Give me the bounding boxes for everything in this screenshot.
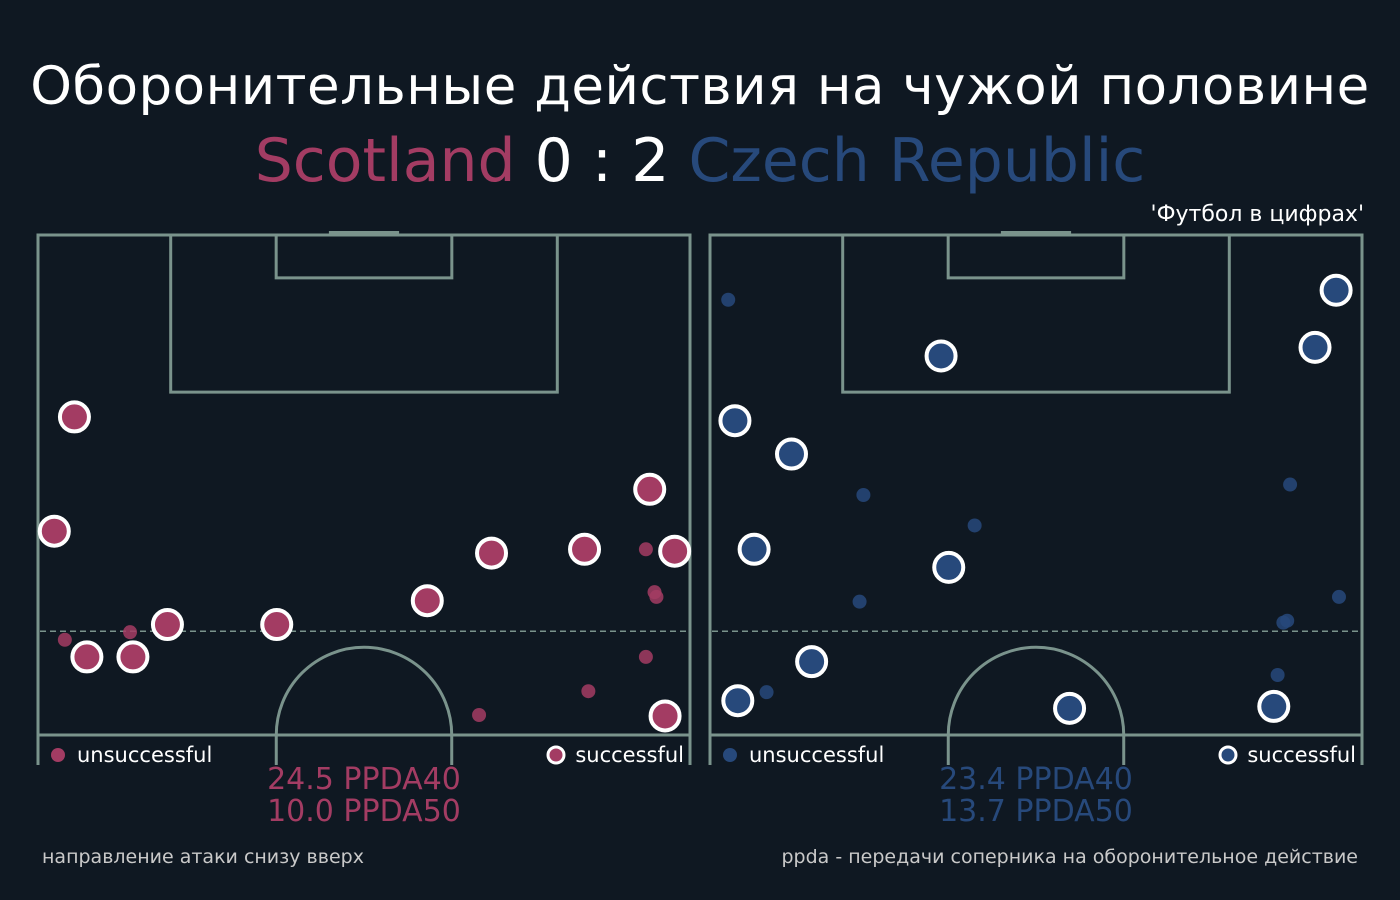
penalty-area-line bbox=[841, 235, 1231, 394]
unsuccessful-action-point bbox=[759, 685, 774, 700]
pitch-scotland: unsuccessful successful bbox=[36, 231, 692, 767]
goal-area-line bbox=[274, 235, 454, 280]
successful-action-point bbox=[775, 437, 808, 471]
goal-line bbox=[328, 231, 400, 235]
successful-action-point bbox=[70, 640, 104, 674]
successful-action-point bbox=[924, 339, 958, 373]
successful-action-point bbox=[37, 514, 71, 548]
ppda40-value: 23.4 PPDA40 bbox=[939, 762, 1133, 797]
unsuccessful-action-point bbox=[856, 488, 871, 502]
successful-action-point bbox=[1053, 691, 1087, 725]
successful-action-point bbox=[1257, 689, 1291, 723]
unsuccessful-action-point bbox=[1276, 615, 1291, 630]
unsuccessful-action-point bbox=[123, 625, 138, 640]
unsuccessful-action-point bbox=[1270, 668, 1285, 682]
successful-action-point bbox=[721, 684, 755, 718]
ppda-panel-czech-republic: 23.4 PPDA40 13.7 PPDA50 bbox=[710, 764, 1362, 828]
unsuccessful-action-point bbox=[1283, 477, 1298, 492]
ppda50-value: 13.7 PPDA50 bbox=[939, 794, 1133, 829]
successful-action-point bbox=[57, 400, 91, 434]
home-team-name: Scotland bbox=[254, 126, 516, 196]
goal-area-line bbox=[946, 235, 1126, 280]
successful-action-point bbox=[795, 645, 829, 679]
successful-action-point bbox=[260, 608, 294, 642]
ppda-panel-scotland: 24.5 PPDA40 10.0 PPDA50 bbox=[38, 764, 690, 828]
successful-action-point bbox=[718, 404, 752, 438]
successful-action-point bbox=[1298, 330, 1332, 364]
successful-action-point bbox=[658, 534, 692, 568]
match-score-line: Scotland 0 : 2 Czech Republic bbox=[0, 126, 1400, 196]
legend-successful-marker bbox=[546, 745, 566, 765]
legend-unsuccessful-label: unsuccessful bbox=[749, 743, 884, 767]
unsuccessful-action-point bbox=[472, 708, 487, 722]
unsuccessful-action-point bbox=[57, 632, 72, 647]
successful-action-point bbox=[633, 472, 667, 506]
successful-action-point bbox=[116, 640, 150, 674]
legend-unsuccessful-marker bbox=[51, 748, 65, 762]
unsuccessful-action-point bbox=[649, 589, 664, 604]
legend-successful-label: successful bbox=[575, 743, 684, 767]
pitch-boundary-line bbox=[708, 233, 1364, 765]
unsuccessful-action-point bbox=[581, 684, 596, 699]
source-credit: 'Футбол в цифрах' bbox=[1150, 202, 1364, 227]
successful-action-point bbox=[475, 536, 509, 570]
goal-line bbox=[1000, 231, 1072, 235]
match-score: 0 : 2 bbox=[534, 126, 670, 196]
away-team-name: Czech Republic bbox=[688, 126, 1146, 196]
successful-action-point bbox=[932, 550, 966, 584]
legend-unsuccessful-marker bbox=[723, 748, 737, 762]
unsuccessful-action-point bbox=[721, 292, 736, 307]
attack-direction-note: направление атаки снизу вверх bbox=[42, 846, 364, 868]
centre-circle-line bbox=[946, 646, 1126, 765]
unsuccessful-action-point bbox=[638, 649, 653, 664]
ppda50-value: 10.0 PPDA50 bbox=[267, 794, 461, 829]
penalty-area-line bbox=[169, 235, 559, 394]
successful-action-point bbox=[648, 699, 682, 733]
successful-action-point bbox=[568, 532, 602, 566]
centre-circle-line bbox=[274, 646, 454, 765]
ppda-definition-note: ppda - передачи соперника на оборонитель… bbox=[781, 846, 1358, 868]
unsuccessful-action-point bbox=[1331, 589, 1346, 604]
successful-action-point bbox=[1319, 273, 1353, 307]
unsuccessful-action-point bbox=[638, 542, 653, 557]
ppda40-value: 24.5 PPDA40 bbox=[267, 762, 461, 797]
legend-successful-marker bbox=[1218, 745, 1238, 765]
successful-action-point bbox=[410, 584, 444, 618]
successful-action-point bbox=[150, 608, 184, 642]
unsuccessful-action-point bbox=[852, 594, 867, 609]
unsuccessful-action-point bbox=[967, 518, 982, 533]
legend-successful-label: successful bbox=[1247, 743, 1356, 767]
successful-action-point bbox=[737, 532, 771, 566]
chart-title: Оборонительные действия на чужой половин… bbox=[30, 56, 1370, 117]
legend-unsuccessful-label: unsuccessful bbox=[77, 743, 212, 767]
pitch-czech-republic: unsuccessful successful bbox=[708, 231, 1364, 767]
